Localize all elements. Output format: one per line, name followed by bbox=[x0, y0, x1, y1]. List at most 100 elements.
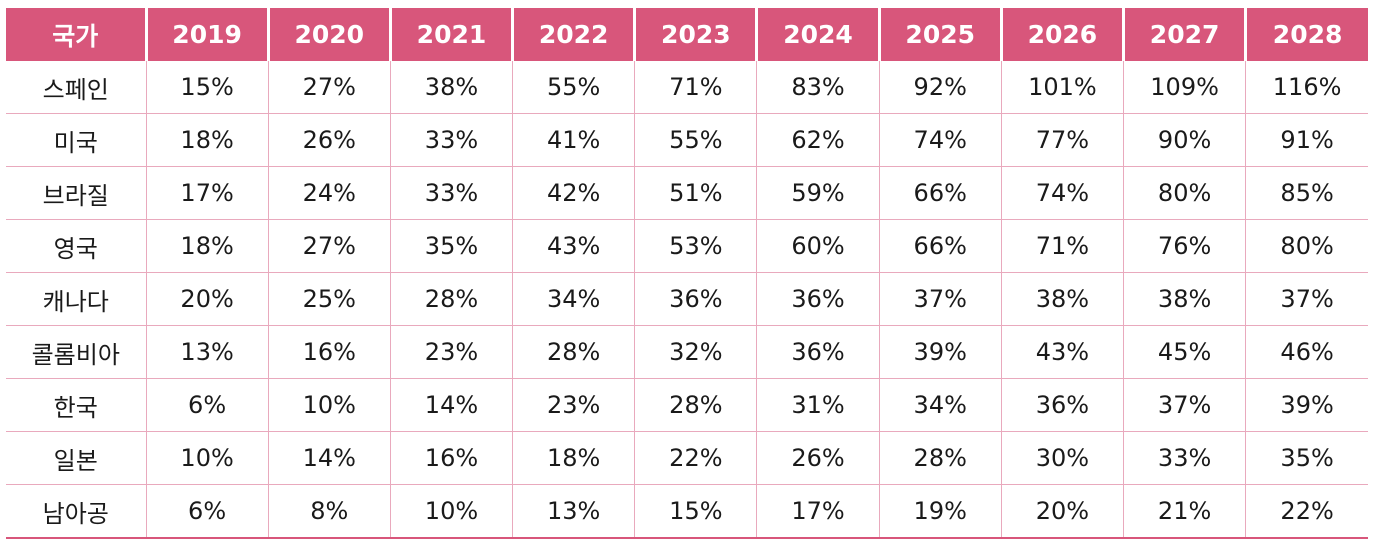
column-header-country: 국가 bbox=[6, 8, 148, 61]
column-header-year: 2026 bbox=[1001, 8, 1126, 61]
table-header: 국가 2019 2020 2021 2022 2023 2024 2025 2026 2027 20… bbox=[6, 8, 1368, 61]
column-header-year: 2028 bbox=[1245, 8, 1368, 61]
table-cell-value: 24% bbox=[268, 166, 391, 220]
table-cell-value: 55% bbox=[512, 61, 636, 114]
column-header-year: 2024 bbox=[756, 8, 881, 61]
table-cell-value: 33% bbox=[390, 113, 514, 167]
row-label-country: 영국 bbox=[6, 219, 147, 273]
table-cell-value: 15% bbox=[634, 484, 758, 539]
table-cell-value: 22% bbox=[1245, 484, 1368, 539]
row-label-country: 브라질 bbox=[6, 166, 147, 220]
table-cell-value: 36% bbox=[756, 272, 880, 326]
table-cell-value: 20% bbox=[1001, 484, 1125, 539]
header-row: 국가 2019 2020 2021 2022 2023 2024 2025 2026 2027 20… bbox=[6, 8, 1368, 61]
table-cell-value: 17% bbox=[146, 166, 269, 220]
table-row: 일본 10% 14% 16% 18% 22% 26% 28% 30% 33% 35% bbox=[6, 431, 1368, 485]
column-header-year: 2027 bbox=[1123, 8, 1248, 61]
row-label-country: 남아공 bbox=[6, 484, 147, 539]
table-cell-value: 21% bbox=[1123, 484, 1247, 539]
table-cell-value: 16% bbox=[268, 325, 391, 379]
table-cell-value: 109% bbox=[1123, 61, 1247, 114]
table-cell-value: 71% bbox=[1001, 219, 1125, 273]
row-label-country: 캐나다 bbox=[6, 272, 147, 326]
column-header-year: 2021 bbox=[390, 8, 515, 61]
table-cell-value: 39% bbox=[879, 325, 1002, 379]
table-cell-value: 36% bbox=[1001, 378, 1125, 432]
table-cell-value: 28% bbox=[634, 378, 758, 432]
table-row: 미국 18% 26% 33% 41% 55% 62% 74% 77% 90% 91% bbox=[6, 113, 1368, 167]
table-cell-value: 51% bbox=[634, 166, 758, 220]
table-cell-value: 39% bbox=[1245, 378, 1368, 432]
table-cell-value: 17% bbox=[756, 484, 880, 539]
table-cell-value: 28% bbox=[879, 431, 1002, 485]
table-cell-value: 28% bbox=[512, 325, 636, 379]
table-cell-value: 80% bbox=[1123, 166, 1247, 220]
table-cell-value: 25% bbox=[268, 272, 391, 326]
table-cell-value: 14% bbox=[390, 378, 514, 432]
table-cell-value: 101% bbox=[1001, 61, 1125, 114]
table-cell-value: 26% bbox=[756, 431, 880, 485]
table-cell-value: 38% bbox=[1001, 272, 1125, 326]
table-cell-value: 14% bbox=[268, 431, 391, 485]
table-cell-value: 16% bbox=[390, 431, 514, 485]
table-cell-value: 80% bbox=[1245, 219, 1368, 273]
column-header-year: 2019 bbox=[146, 8, 270, 61]
table-cell-value: 13% bbox=[512, 484, 636, 539]
table-cell-value: 33% bbox=[390, 166, 514, 220]
table-row: 영국 18% 27% 35% 43% 53% 60% 66% 71% 76% 80% bbox=[6, 219, 1368, 273]
table-cell-value: 85% bbox=[1245, 166, 1368, 220]
table-cell-value: 71% bbox=[634, 61, 758, 114]
table-cell-value: 26% bbox=[268, 113, 391, 167]
column-header-year: 2022 bbox=[512, 8, 637, 61]
table-cell-value: 30% bbox=[1001, 431, 1125, 485]
table-cell-value: 18% bbox=[146, 113, 269, 167]
table-cell-value: 92% bbox=[879, 61, 1002, 114]
table-cell-value: 20% bbox=[146, 272, 269, 326]
table-cell-value: 53% bbox=[634, 219, 758, 273]
table-cell-value: 6% bbox=[146, 378, 269, 432]
data-table: 국가 2019 2020 2021 2022 2023 2024 2025 2026 2027 20… bbox=[6, 8, 1368, 539]
table-cell-value: 62% bbox=[756, 113, 880, 167]
table-cell-value: 27% bbox=[268, 61, 391, 114]
table-cell-value: 8% bbox=[268, 484, 391, 539]
row-label-country: 한국 bbox=[6, 378, 147, 432]
table-row: 남아공 6% 8% 10% 13% 15% 17% 19% 20% 21% 22% bbox=[6, 484, 1368, 539]
table-cell-value: 22% bbox=[634, 431, 758, 485]
table-cell-value: 6% bbox=[146, 484, 269, 539]
table-row: 브라질 17% 24% 33% 42% 51% 59% 66% 74% 80% 85% bbox=[6, 166, 1368, 220]
table-cell-value: 42% bbox=[512, 166, 636, 220]
row-label-country: 미국 bbox=[6, 113, 147, 167]
table-cell-value: 35% bbox=[1245, 431, 1368, 485]
table-cell-value: 38% bbox=[390, 61, 514, 114]
table-cell-value: 27% bbox=[268, 219, 391, 273]
table-cell-value: 35% bbox=[390, 219, 514, 273]
table-row: 한국 6% 10% 14% 23% 28% 31% 34% 36% 37% 39% bbox=[6, 378, 1368, 432]
table-cell-value: 91% bbox=[1245, 113, 1368, 167]
table-cell-value: 74% bbox=[879, 113, 1002, 167]
table-cell-value: 77% bbox=[1001, 113, 1125, 167]
table-cell-value: 60% bbox=[756, 219, 880, 273]
table-cell-value: 116% bbox=[1245, 61, 1368, 114]
table-cell-value: 36% bbox=[634, 272, 758, 326]
column-header-year: 2023 bbox=[634, 8, 759, 61]
table-cell-value: 28% bbox=[390, 272, 514, 326]
table-cell-value: 43% bbox=[512, 219, 636, 273]
table-cell-value: 31% bbox=[756, 378, 880, 432]
table-row: 콜롬비아 13% 16% 23% 28% 32% 36% 39% 43% 45% 46% bbox=[6, 325, 1368, 379]
table-cell-value: 66% bbox=[879, 166, 1002, 220]
table-cell-value: 18% bbox=[512, 431, 636, 485]
table-cell-value: 36% bbox=[756, 325, 880, 379]
table-cell-value: 66% bbox=[879, 219, 1002, 273]
table-cell-value: 74% bbox=[1001, 166, 1125, 220]
table-cell-value: 10% bbox=[268, 378, 391, 432]
table-cell-value: 90% bbox=[1123, 113, 1247, 167]
table-cell-value: 33% bbox=[1123, 431, 1247, 485]
table-cell-value: 55% bbox=[634, 113, 758, 167]
table-cell-value: 13% bbox=[146, 325, 269, 379]
table-row: 캐나다 20% 25% 28% 34% 36% 36% 37% 38% 38% 37% bbox=[6, 272, 1368, 326]
table-cell-value: 59% bbox=[756, 166, 880, 220]
table-cell-value: 34% bbox=[512, 272, 636, 326]
table-cell-value: 37% bbox=[879, 272, 1002, 326]
row-label-country: 스페인 bbox=[6, 61, 147, 114]
table-cell-value: 37% bbox=[1245, 272, 1368, 326]
